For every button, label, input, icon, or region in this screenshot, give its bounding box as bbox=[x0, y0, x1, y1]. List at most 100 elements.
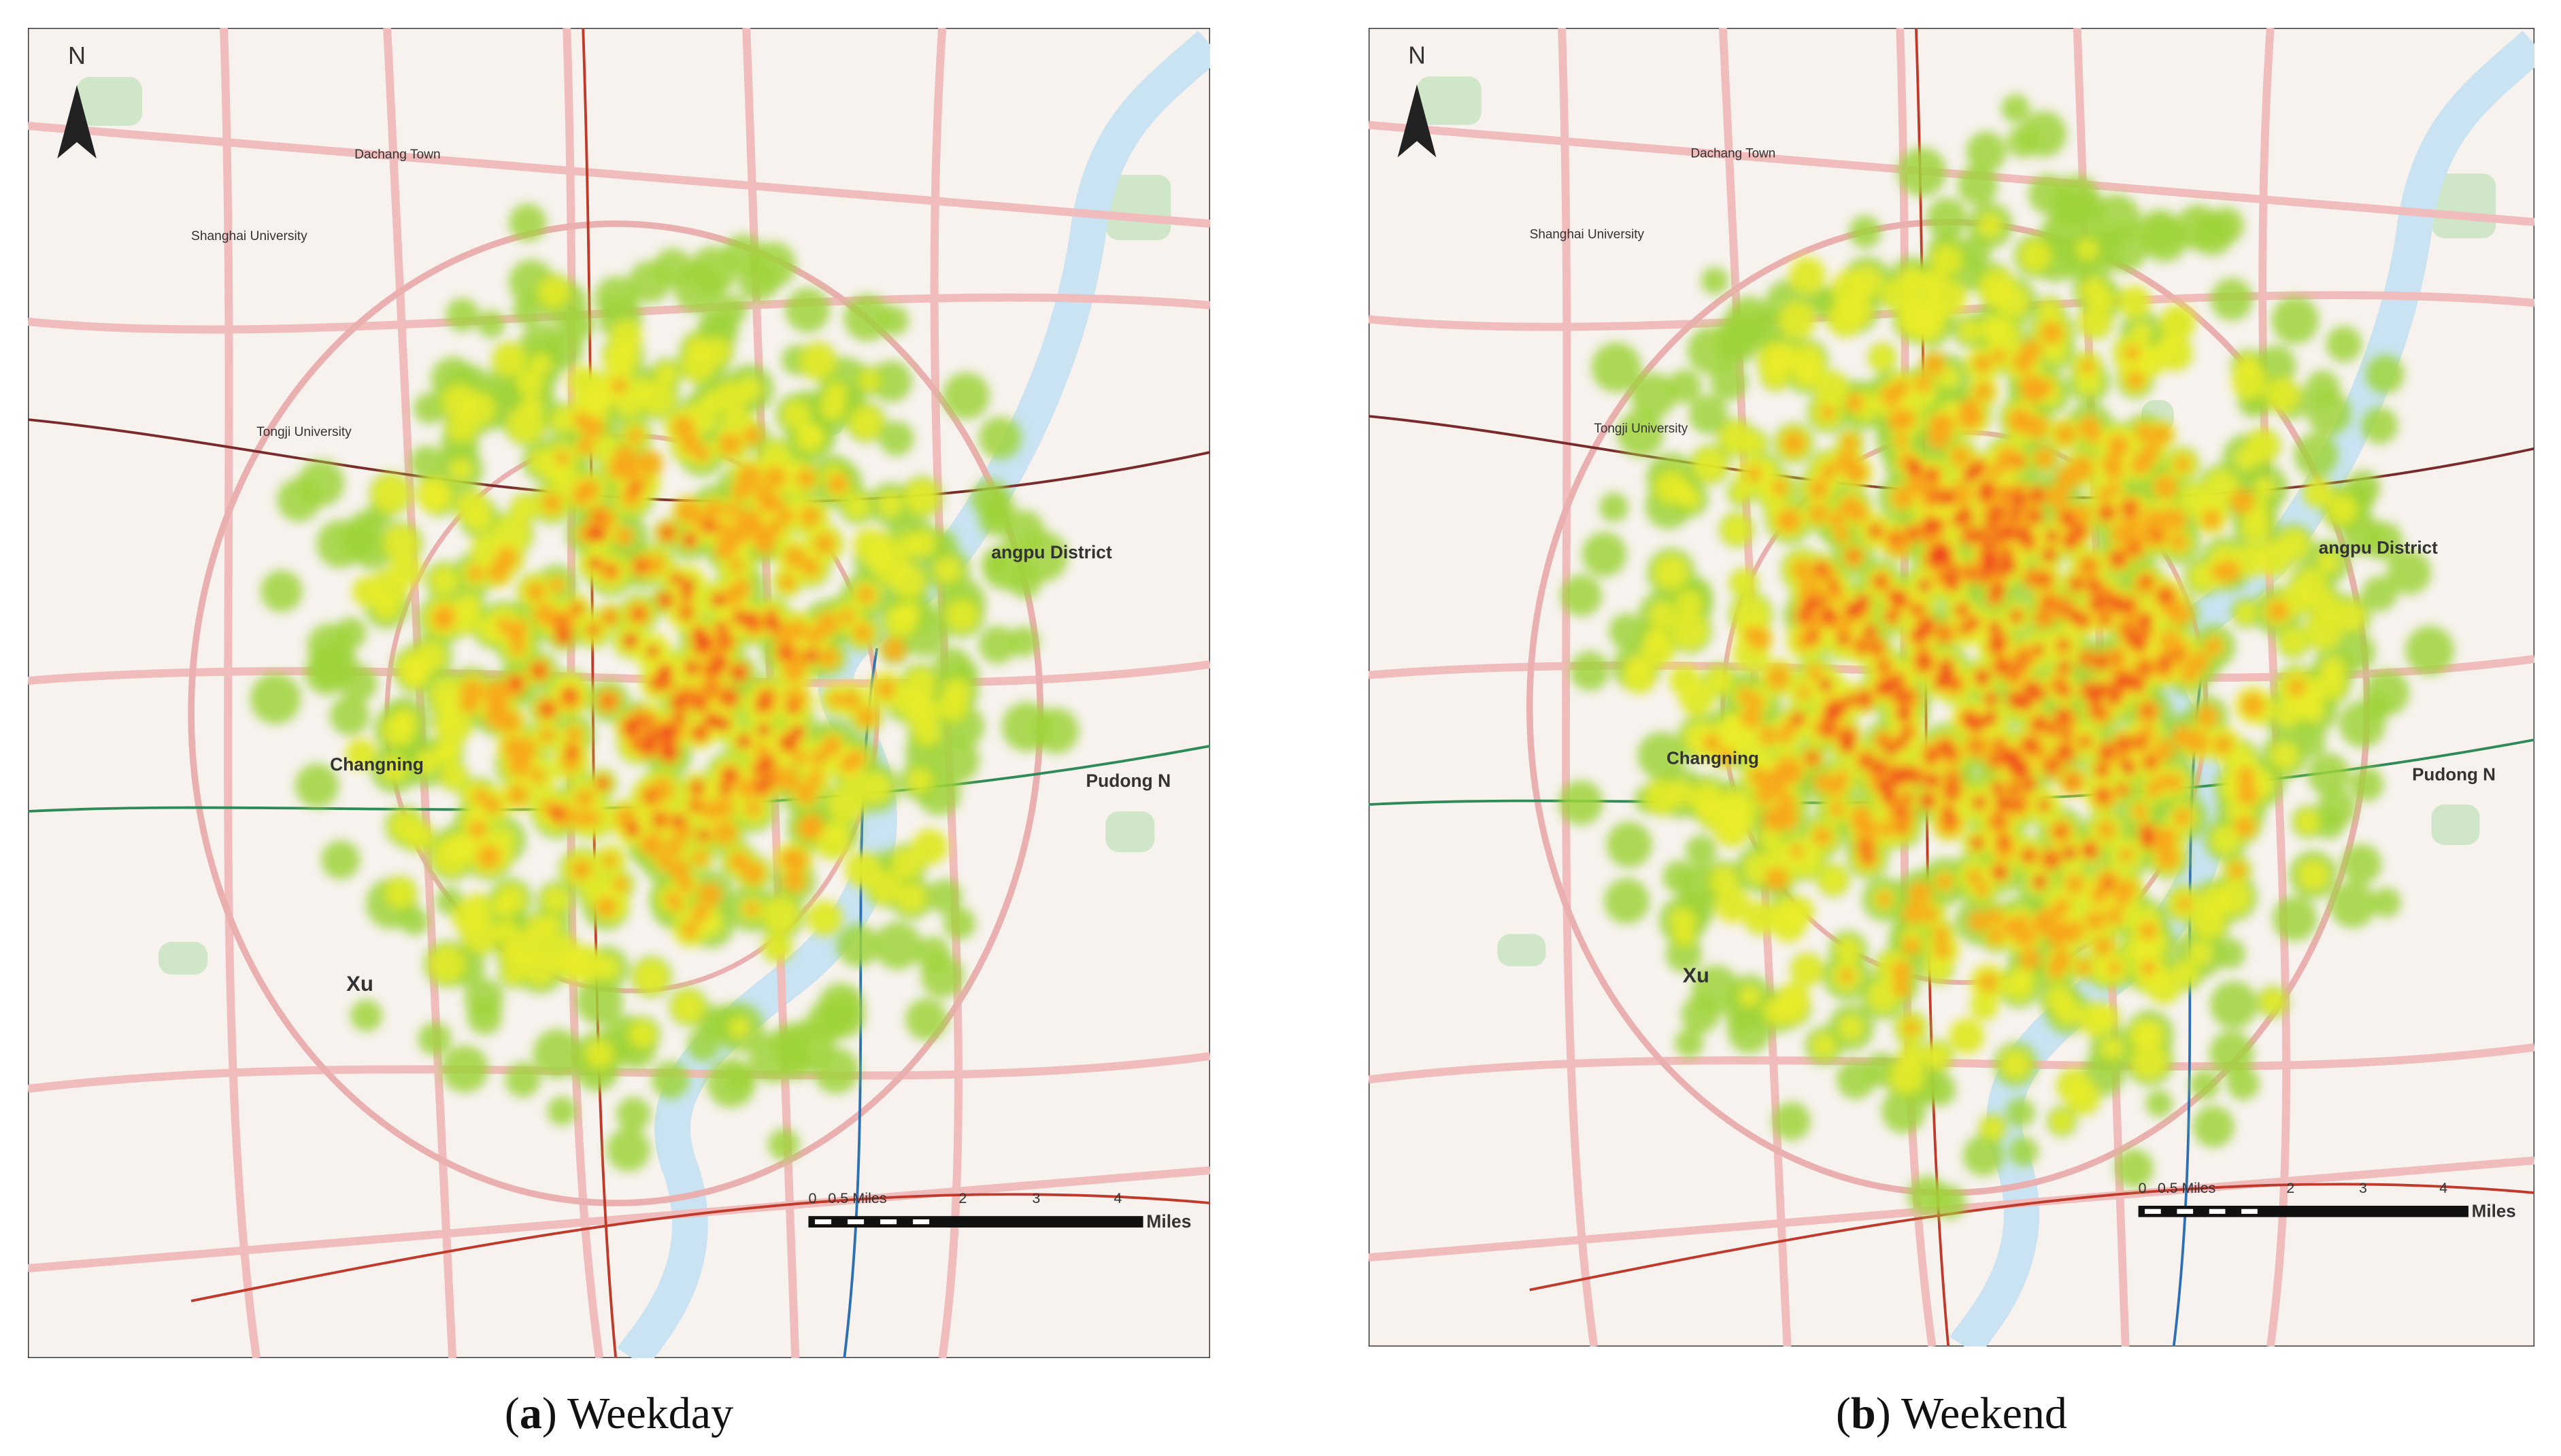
heat-blob bbox=[1974, 797, 1985, 808]
heat-blob bbox=[1968, 718, 1981, 731]
heat-blob bbox=[1928, 546, 1941, 558]
heat-blob bbox=[1903, 902, 1924, 924]
heat-blob bbox=[2341, 843, 2382, 885]
heat-blob bbox=[2336, 632, 2376, 672]
heat-blob bbox=[2014, 799, 2023, 808]
heat-blob bbox=[468, 819, 487, 839]
heat-blob bbox=[1839, 496, 1861, 518]
heat-blob bbox=[691, 782, 703, 794]
heat-blob bbox=[507, 784, 529, 806]
heat-blob bbox=[2294, 433, 2339, 477]
heat-blob bbox=[645, 554, 666, 575]
heat-blob bbox=[892, 686, 923, 717]
heat-blob bbox=[2124, 506, 2135, 516]
heat-blob bbox=[671, 574, 680, 583]
heat-blob bbox=[641, 739, 656, 754]
heat-blob bbox=[857, 586, 875, 605]
heat-blob bbox=[749, 618, 760, 630]
heat-blob bbox=[2138, 209, 2181, 252]
heat-blob bbox=[2260, 989, 2286, 1015]
heat-blob bbox=[2038, 299, 2062, 323]
heat-blob bbox=[382, 714, 416, 747]
heat-blob bbox=[681, 578, 694, 592]
heat-blob bbox=[525, 581, 546, 602]
heat-blob bbox=[1923, 528, 1933, 538]
heat-blob bbox=[2209, 981, 2258, 1029]
heat-blob bbox=[550, 807, 564, 821]
heat-blob bbox=[794, 781, 818, 805]
road bbox=[220, 28, 261, 1358]
heat-blob bbox=[780, 849, 799, 868]
heat-blob bbox=[483, 796, 502, 815]
heat-blob bbox=[1679, 681, 1715, 717]
heat-blob bbox=[2107, 481, 2122, 496]
heat-blob bbox=[1807, 619, 1822, 634]
heat-blob bbox=[655, 362, 678, 386]
heat-blob bbox=[839, 609, 855, 624]
heat-blob bbox=[725, 1064, 754, 1092]
heat-blob bbox=[2362, 576, 2397, 611]
heat-blob bbox=[2045, 985, 2073, 1013]
heat-blob bbox=[1839, 292, 1873, 327]
heat-blob bbox=[734, 612, 745, 623]
heat-blob bbox=[1968, 617, 1979, 629]
heat-blob bbox=[2175, 205, 2221, 250]
heat-blob bbox=[1891, 486, 1915, 510]
heat-blob bbox=[2095, 682, 2109, 696]
heat-blob bbox=[816, 612, 840, 636]
heat-blob bbox=[545, 609, 560, 624]
heat-blob bbox=[709, 662, 720, 674]
heat-blob bbox=[979, 416, 1022, 460]
heat-blob bbox=[2001, 94, 2030, 123]
heat-blob bbox=[437, 711, 458, 733]
park bbox=[1497, 934, 1546, 966]
heat-blob bbox=[2135, 1020, 2164, 1049]
heat-blob bbox=[1768, 342, 1798, 373]
heat-blob bbox=[2103, 877, 2113, 888]
heat-blob bbox=[853, 528, 886, 561]
heat-blob bbox=[321, 840, 361, 879]
heat-blob bbox=[2145, 781, 2162, 798]
heat-blob bbox=[1923, 1043, 1951, 1070]
heat-blob bbox=[716, 623, 727, 634]
heat-blob bbox=[1782, 431, 1806, 455]
heat-blob bbox=[329, 695, 370, 736]
heat-blob bbox=[2159, 663, 2169, 673]
map-label: 2 bbox=[958, 1189, 967, 1206]
map-label: Xu bbox=[346, 972, 373, 996]
heat-blob bbox=[2117, 737, 2132, 751]
heat-blob bbox=[2102, 590, 2110, 598]
heat-blob bbox=[2144, 756, 2156, 768]
heat-blob bbox=[1849, 552, 1858, 561]
heat-blob bbox=[2156, 846, 2180, 870]
heat-blob bbox=[2107, 435, 2130, 458]
heat-blob bbox=[2158, 335, 2193, 371]
heat-blob bbox=[580, 480, 600, 500]
heat-blob bbox=[2327, 494, 2358, 525]
heat-blob bbox=[2139, 921, 2158, 941]
heat-blob bbox=[484, 679, 509, 705]
heat-blob bbox=[523, 951, 557, 985]
heat-blob bbox=[2371, 887, 2401, 917]
heat-blob bbox=[836, 924, 880, 967]
heat-blob bbox=[2039, 573, 2050, 586]
heat-blob bbox=[614, 526, 634, 547]
park bbox=[1105, 811, 1155, 852]
heat-blob bbox=[2364, 522, 2403, 561]
heat-blob bbox=[606, 566, 615, 576]
heat-blob bbox=[2069, 456, 2094, 481]
heat-blob bbox=[1830, 588, 1845, 603]
heat-blob bbox=[1624, 662, 1656, 694]
heat-blob bbox=[430, 566, 459, 595]
heat-blob bbox=[2228, 862, 2245, 879]
heat-blob bbox=[555, 451, 570, 466]
heat-blob bbox=[825, 735, 842, 752]
map-label: 0 bbox=[2139, 1180, 2147, 1196]
heat-blob bbox=[1807, 664, 1823, 681]
park bbox=[1417, 76, 1482, 125]
scale-segment bbox=[2145, 1208, 2161, 1214]
heat-blob bbox=[2365, 354, 2405, 394]
heat-blob bbox=[2298, 860, 2328, 890]
heat-blob bbox=[827, 473, 848, 494]
heat-blob bbox=[2134, 737, 2146, 748]
